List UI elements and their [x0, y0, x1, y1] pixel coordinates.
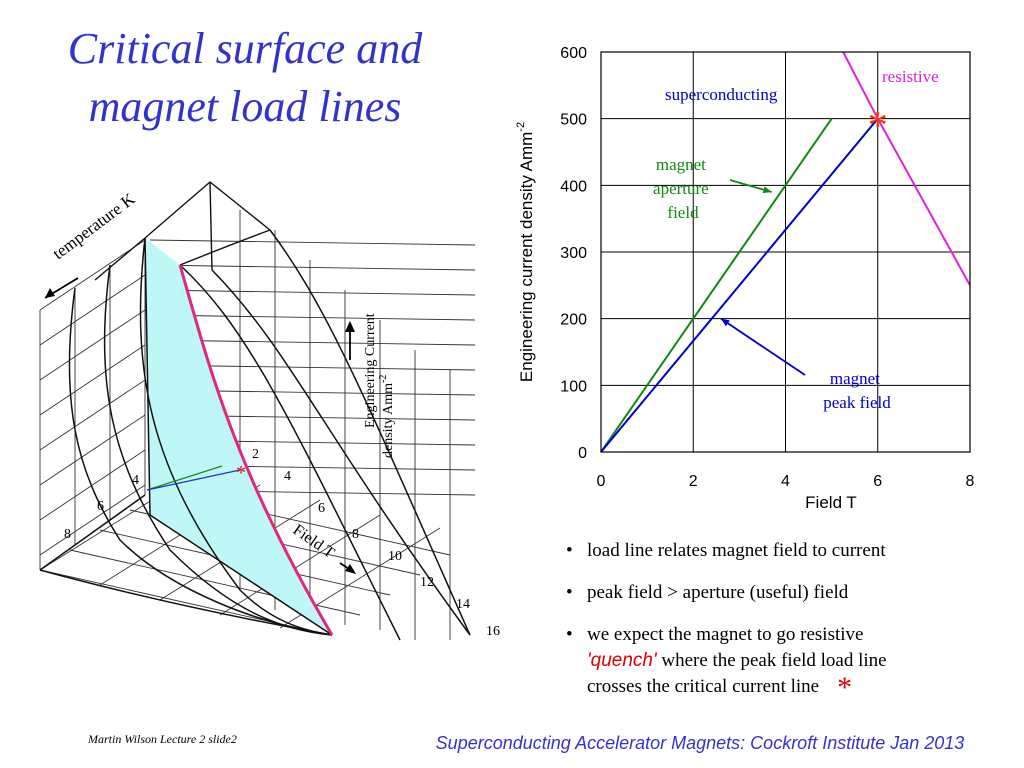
critical-surface-fill — [145, 238, 332, 635]
y-tick-label: 500 — [560, 112, 587, 129]
annotation-arrow-icon — [720, 317, 806, 376]
surface-load-line-green — [146, 465, 223, 491]
surface-quench-marker: * — [236, 462, 246, 484]
slide-title-line1: Critical surface and — [67, 24, 423, 73]
footer-course: Superconducting Accelerator Magnets: Coc… — [435, 733, 965, 753]
load-line-chart: 0 100 200 300 400 500 600 0 2 4 6 8 Field T Enginee… — [515, 45, 975, 512]
chart-series — [600, 51, 971, 453]
annotation-arrowhead — [720, 318, 730, 327]
surface-top-cap — [94, 181, 271, 281]
field-tick: 8 — [352, 527, 359, 542]
aperture-annotation-line: aperture — [653, 179, 709, 198]
aperture-annotation: magnet aperture field — [653, 155, 713, 222]
x-tick-label: 0 — [597, 473, 606, 490]
surface-tick-labels: 8 6 4 2 4 6 8 10 12 14 16 — [64, 447, 500, 639]
y-tick-label: 600 — [560, 45, 587, 62]
plot-frame — [600, 51, 971, 453]
series-line-1 — [600, 118, 879, 453]
chart-tick-labels: 0 100 200 300 400 500 600 0 2 4 6 8 — [560, 45, 974, 490]
y-axis-label: Engineering current density Amm-2 — [515, 122, 536, 382]
surface-grid-left — [39, 239, 146, 570]
temperature-tick: 6 — [97, 499, 104, 514]
x-axis-label: Field T — [805, 493, 857, 512]
y-axis-label-exp: -2 — [515, 122, 527, 132]
bullet-list: load line relates magnet field to curren… — [562, 538, 1012, 717]
critical-surface-figure: * temperature K Engineering Current dens… — [39, 181, 500, 641]
bullet-text: where the peak field load line — [656, 650, 887, 671]
bullet-item: peak field > aperture (useful) field — [562, 580, 1012, 606]
temperature-axis-label: temperature K — [49, 189, 139, 263]
critical-current-line — [178, 264, 334, 636]
temperature-tick: 8 — [64, 527, 71, 542]
field-tick: 4 — [284, 469, 291, 484]
temperature-tick: 4 — [132, 473, 139, 488]
slide-title-line2: magnet load lines — [88, 82, 402, 131]
series-line-2 — [842, 51, 971, 286]
surface-current-label-exp: -2 — [378, 375, 389, 383]
current-label-group: Engineering Current density Amm-2 — [345, 313, 396, 458]
annotation-arrowhead — [762, 186, 772, 194]
quench-term: 'quench' — [587, 650, 657, 671]
aperture-annotation-line: field — [667, 203, 699, 222]
y-tick-label: 0 — [578, 445, 587, 462]
bullet-item: load line relates magnet field to curren… — [562, 538, 1012, 564]
quench-point-marker: * — [868, 103, 888, 148]
chart-arrows — [720, 179, 806, 376]
surface-curves — [39, 229, 471, 641]
surface-field-label: Field T — [290, 521, 338, 562]
peak-annotation-line: peak field — [823, 393, 891, 412]
peak-annotation-line: magnet — [830, 369, 880, 388]
chart-grid — [600, 51, 971, 453]
x-tick-label: 4 — [781, 473, 790, 490]
surface-current-label-line2: density Amm — [381, 383, 396, 458]
surface-current-label-line1: Engineering Current — [363, 313, 378, 428]
aperture-annotation-line: magnet — [656, 155, 706, 174]
field-tick: 10 — [388, 549, 402, 564]
peak-annotation: magnet peak field — [823, 369, 891, 412]
y-tick-label: 200 — [560, 312, 587, 329]
temperature-label-group: temperature K — [44, 189, 139, 299]
y-tick-label: 400 — [560, 178, 587, 195]
bullet-text: we expect the magnet to go resistive — [587, 624, 864, 645]
x-tick-label: 2 — [689, 473, 698, 490]
bullet-item: we expect the magnet to go resistive 'qu… — [562, 622, 1012, 704]
surface-load-line-blue — [146, 469, 241, 491]
slide-title: Critical surface and magnet load lines — [20, 20, 470, 136]
quench-star-icon: * — [837, 670, 853, 704]
field-tick: 12 — [420, 575, 434, 590]
y-axis-label-text: Engineering current density Amm — [517, 132, 536, 382]
surface-current-label: Engineering Current — [363, 313, 378, 428]
y-tick-label: 300 — [560, 245, 587, 262]
x-tick-label: 6 — [873, 473, 882, 490]
superconducting-label: superconducting — [665, 85, 778, 104]
bullet-text: crosses the critical current line — [587, 676, 820, 697]
bullet-text: peak field > aperture (useful) field — [587, 582, 849, 603]
series-line-0 — [600, 118, 833, 453]
bullet-text: load line relates magnet field to curren… — [587, 540, 886, 561]
field-tick: 6 — [318, 501, 325, 516]
field-tick: 14 — [456, 597, 470, 612]
resistive-label: resistive — [882, 67, 939, 86]
surface-current-label-2: density Amm-2 — [378, 375, 396, 458]
footer-author: Martin Wilson Lecture 2 slide2 — [88, 732, 237, 746]
field-tick: 16 — [486, 624, 500, 639]
field-tick: 2 — [252, 447, 259, 462]
y-tick-label: 100 — [560, 378, 587, 395]
x-tick-label: 8 — [966, 473, 975, 490]
chart-annotations: superconducting resistive magnet apertur… — [653, 67, 939, 412]
